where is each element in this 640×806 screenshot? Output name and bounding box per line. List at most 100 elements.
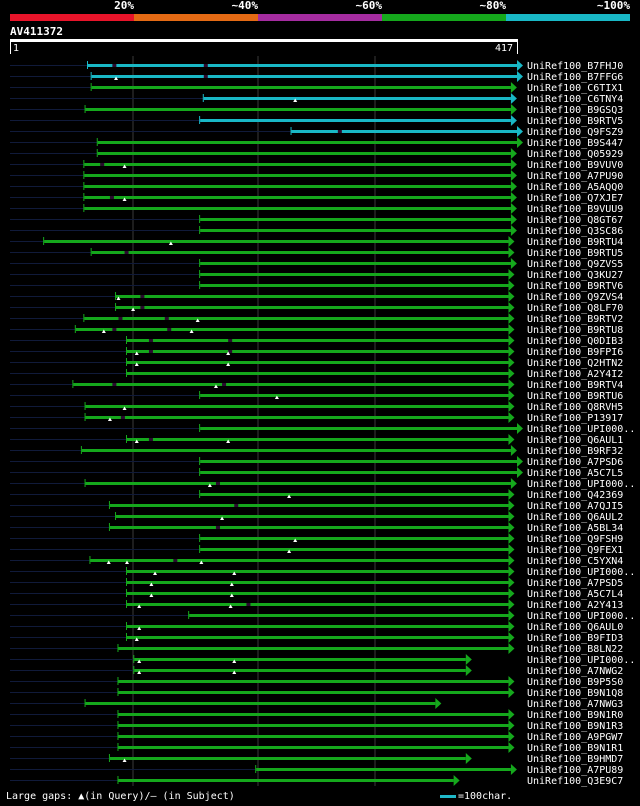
hit-start-tick-27 xyxy=(126,347,127,355)
hit-start-tick-39 xyxy=(84,479,86,487)
hit-start-tick-42 xyxy=(115,512,117,520)
hit-start-tick-8 xyxy=(96,138,98,146)
scale-segment-1 xyxy=(10,14,134,21)
hit-start-tick-9 xyxy=(96,149,98,157)
hit-start-tick-4 xyxy=(202,94,204,102)
hit-arrow-14 xyxy=(510,203,517,214)
query-gap-48-1 xyxy=(149,582,154,586)
hit-arrow-20 xyxy=(508,269,515,280)
hit-start-tick-26 xyxy=(126,336,127,344)
subject-gap-24-2 xyxy=(164,317,169,320)
subject-gap-18-1 xyxy=(124,251,129,254)
scale-label-2: ~40% xyxy=(231,0,259,12)
hit-label-64: UniRef100_B9HMD7 xyxy=(527,754,623,765)
hit-bar-36 xyxy=(81,449,511,452)
hit-arrow-47 xyxy=(508,566,515,577)
hit-bar-45 xyxy=(200,548,509,551)
hit-arrow-61 xyxy=(508,720,515,731)
hit-start-tick-36 xyxy=(80,446,82,454)
hit-start-tick-19 xyxy=(199,259,201,267)
hit-label-8: UniRef100_B9S447 xyxy=(527,138,623,149)
hit-start-tick-66 xyxy=(117,776,119,784)
scale-key: =100char. xyxy=(440,791,512,803)
query-gap-31-1 xyxy=(274,395,279,399)
hit-bar-63 xyxy=(118,746,509,749)
hit-arrow-8 xyxy=(517,137,523,148)
query-gap-49-1 xyxy=(149,593,154,597)
hit-arrow-57 xyxy=(508,676,515,687)
hit-label-42: UniRef100_Q6AUL2 xyxy=(527,512,623,523)
hit-label-46: UniRef100_C5YXN4 xyxy=(527,556,623,567)
hit-arrow-21 xyxy=(508,280,515,291)
hit-bar-9 xyxy=(97,152,511,155)
hit-arrow-12 xyxy=(510,181,517,192)
hit-arrow-24 xyxy=(508,313,515,324)
hit-bar-29 xyxy=(127,372,509,375)
hit-start-tick-35 xyxy=(126,435,127,443)
query-gap-10-1 xyxy=(122,164,127,168)
hit-bar-18 xyxy=(91,251,509,254)
hit-label-18: UniRef100_B9RTU5 xyxy=(527,248,623,259)
subject-gap-41-1 xyxy=(234,504,239,507)
ruler-start-tick xyxy=(10,42,11,54)
hit-start-tick-30 xyxy=(72,380,74,388)
hit-bar-64 xyxy=(109,757,466,760)
hit-start-tick-58 xyxy=(117,688,119,696)
hit-start-tick-31 xyxy=(199,391,201,399)
subject-gap-24-1 xyxy=(118,317,123,320)
query-gap-35-2 xyxy=(226,439,231,443)
hit-bar-58 xyxy=(118,691,509,694)
query-gap-46-3 xyxy=(199,560,204,564)
hit-bar-35 xyxy=(127,438,509,441)
hit-bar-55 xyxy=(134,658,466,661)
hit-arrow-11 xyxy=(510,170,517,181)
hit-label-47: UniRef100_UPI000.. xyxy=(527,567,635,578)
hit-bar-16 xyxy=(200,229,511,232)
hit-start-tick-25 xyxy=(74,325,76,333)
hit-arrow-32 xyxy=(508,401,515,412)
hit-start-tick-55 xyxy=(133,655,135,663)
query-gap-56-1 xyxy=(137,670,142,674)
query-gap-46-2 xyxy=(125,560,129,564)
query-gap-28-2 xyxy=(226,362,231,366)
hit-start-tick-13 xyxy=(83,193,85,201)
hit-start-tick-28 xyxy=(126,358,127,366)
hit-arrow-43 xyxy=(508,522,515,533)
hit-label-10: UniRef100_B9VUV0 xyxy=(527,160,623,171)
hit-start-tick-51 xyxy=(188,611,190,619)
hit-arrow-27 xyxy=(508,346,515,357)
hit-bar-61 xyxy=(118,724,509,727)
hit-arrow-9 xyxy=(510,148,517,159)
hit-start-tick-47 xyxy=(126,567,127,575)
hit-arrow-25 xyxy=(508,324,515,335)
hit-arrow-2 xyxy=(517,71,523,82)
hit-label-7: UniRef100_Q9FSZ9 xyxy=(527,127,623,138)
hit-start-tick-48 xyxy=(126,578,127,586)
query-gap-47-2 xyxy=(232,571,237,575)
hit-start-tick-12 xyxy=(83,182,85,190)
subject-gap-10-1 xyxy=(100,163,105,166)
hit-arrow-31 xyxy=(508,390,515,401)
hit-arrow-3 xyxy=(510,82,517,93)
hit-bar-51 xyxy=(189,614,509,617)
hit-label-26: UniRef100_Q0DIB3 xyxy=(527,336,623,347)
hit-bar-40 xyxy=(200,493,509,496)
hit-start-tick-14 xyxy=(83,204,85,212)
query-gap-50-2 xyxy=(228,604,233,608)
hit-arrow-5 xyxy=(510,104,517,115)
hit-start-tick-18 xyxy=(90,248,92,256)
query-gap-27-1 xyxy=(134,351,139,355)
hit-bar-23 xyxy=(116,306,509,309)
hit-arrow-48 xyxy=(508,577,515,588)
hit-label-43: UniRef100_A5BL34 xyxy=(527,523,623,534)
hit-arrow-64 xyxy=(465,753,472,764)
hit-label-48: UniRef100_A7PSD5 xyxy=(527,578,623,589)
subject-gap-30-2 xyxy=(222,383,227,386)
hit-arrow-52 xyxy=(508,621,515,632)
hit-bar-31 xyxy=(200,394,509,397)
hit-label-56: UniRef100_A7NWG2 xyxy=(527,666,623,677)
hit-arrow-39 xyxy=(510,478,517,489)
hit-bar-4 xyxy=(203,97,511,100)
query-id: AV411372 xyxy=(10,25,63,38)
